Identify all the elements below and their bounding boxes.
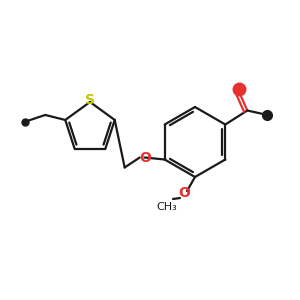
Text: O: O bbox=[139, 151, 151, 164]
Text: CH₃: CH₃ bbox=[157, 202, 177, 212]
Text: S: S bbox=[85, 93, 95, 107]
Text: O: O bbox=[178, 186, 190, 200]
